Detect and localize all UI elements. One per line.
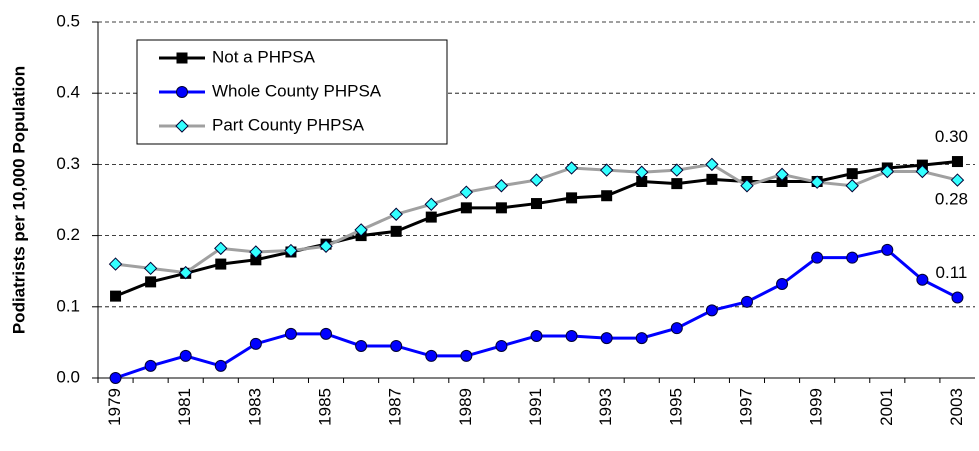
x-tick-label: 1987	[386, 388, 405, 426]
point	[459, 185, 474, 199]
point	[951, 156, 963, 168]
point	[705, 157, 719, 172]
point	[389, 207, 403, 221]
point	[354, 223, 368, 237]
y-tick-label: 0.3	[56, 154, 80, 173]
point	[671, 178, 683, 190]
point	[916, 273, 929, 286]
point	[531, 198, 542, 210]
point	[564, 161, 579, 175]
point	[284, 327, 297, 340]
point	[249, 245, 263, 259]
point	[601, 190, 613, 202]
point	[320, 327, 333, 340]
point	[424, 197, 438, 211]
point	[178, 265, 193, 280]
point	[529, 173, 544, 187]
point	[355, 339, 368, 352]
point	[670, 163, 684, 177]
x-tick-label: 1991	[526, 388, 545, 426]
x-tick-label: 2003	[947, 388, 966, 426]
series-line	[115, 248, 959, 380]
point	[599, 163, 614, 177]
point	[950, 173, 965, 187]
point	[460, 349, 473, 362]
point	[460, 202, 472, 214]
y-tick-label: 0.1	[56, 296, 80, 315]
point	[810, 175, 824, 189]
x-tick-label: 1979	[105, 388, 124, 426]
point	[390, 339, 403, 352]
point	[425, 349, 438, 362]
point	[740, 179, 754, 193]
x-tick-label: 1985	[316, 388, 335, 426]
y-tick-label: 0.0	[56, 367, 80, 386]
legend-label: Whole County PHPSA	[212, 81, 382, 100]
y-tick-label: 0.5	[56, 11, 80, 30]
x-tick-label: 1981	[175, 388, 194, 426]
x-tick-label: 1997	[736, 388, 755, 426]
legend-marker	[176, 52, 188, 64]
y-axis-label: Podiatrists per 10,000 Population	[9, 66, 28, 334]
point	[880, 164, 895, 179]
point	[635, 332, 648, 345]
point	[425, 211, 437, 223]
point	[249, 337, 262, 350]
point	[566, 192, 578, 204]
point	[846, 251, 859, 264]
point	[846, 168, 858, 180]
point	[915, 164, 930, 179]
legend-marker	[175, 119, 189, 133]
point	[530, 329, 543, 342]
point	[214, 359, 227, 372]
point	[775, 167, 789, 182]
point	[845, 179, 859, 193]
point	[635, 165, 649, 179]
legend-label: Part County PHPSA	[212, 115, 365, 134]
point	[319, 239, 333, 253]
legend-marker	[176, 86, 188, 98]
x-tick-label: 1999	[807, 388, 826, 426]
point	[494, 179, 509, 193]
point	[145, 276, 157, 288]
y-tick-label: 0.4	[56, 83, 80, 102]
point	[881, 243, 894, 256]
point	[740, 295, 753, 308]
x-tick-label: 2001	[877, 388, 896, 426]
point	[495, 202, 507, 214]
point	[951, 291, 964, 304]
point	[284, 243, 298, 258]
point	[110, 290, 122, 302]
point	[214, 241, 228, 256]
y-tick-label: 0.2	[56, 225, 80, 244]
point	[144, 359, 157, 372]
point	[179, 349, 192, 362]
point	[495, 339, 508, 352]
x-tick-label: 1993	[596, 388, 615, 426]
data-label: 0.30	[935, 127, 968, 146]
x-tick-label: 1989	[456, 388, 475, 426]
point	[143, 261, 158, 276]
x-tick-label: 1983	[245, 388, 264, 426]
point	[565, 329, 578, 342]
point	[108, 257, 123, 271]
x-tick-label: 1995	[666, 388, 685, 426]
point	[600, 332, 613, 345]
point	[215, 258, 227, 270]
data-label: 0.11	[936, 263, 968, 282]
point	[670, 322, 683, 335]
point	[109, 372, 122, 384]
point	[390, 225, 402, 237]
point	[811, 251, 824, 264]
legend-label: Not a PHPSA	[212, 47, 316, 66]
point	[706, 173, 718, 185]
point	[705, 304, 718, 317]
point	[776, 278, 789, 291]
data-label: 0.28	[935, 190, 968, 209]
